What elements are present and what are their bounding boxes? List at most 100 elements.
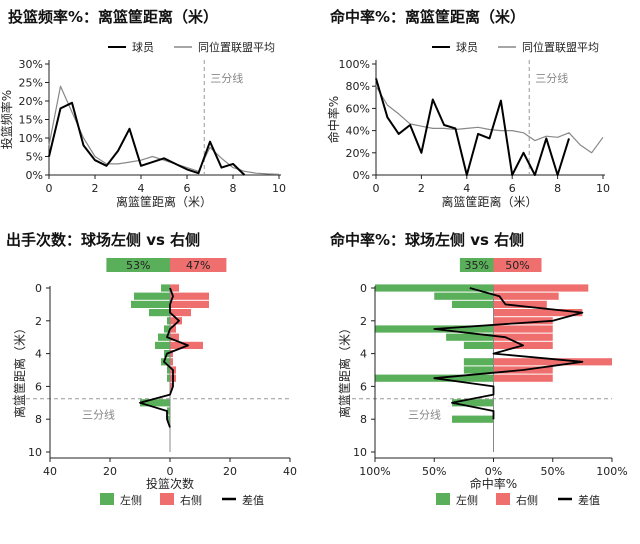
bar-right-side: [170, 325, 176, 333]
summary-label-right: 47%: [186, 259, 210, 272]
three-point-label: 三分线: [408, 408, 441, 422]
x-axis-label: 投篮次数: [146, 476, 194, 491]
bar-left-side: [463, 358, 494, 366]
x-tick-label: 4: [463, 182, 470, 195]
summary-label-right: 50%: [505, 259, 529, 272]
bar-right-side: [170, 358, 173, 366]
bar-right-side: [493, 325, 553, 333]
summary-bar-right: [493, 258, 542, 272]
bar-right-side: [170, 333, 179, 341]
bar-left-side: [131, 300, 170, 308]
x-tick-label: 40: [43, 465, 57, 478]
x-tick-label: 0: [167, 465, 174, 478]
x-tick-label: 10: [272, 182, 286, 195]
bar-right-side: [493, 300, 547, 308]
bar-right-side: [170, 350, 173, 358]
y-tick-label: 0%: [26, 169, 43, 182]
bar-right-side: [493, 333, 553, 341]
y-axis-label: 离篮筐距离（米）: [337, 322, 352, 418]
y-tick-label: 40%: [346, 125, 370, 138]
y-tick-label: 5%: [26, 151, 43, 164]
series-line-player: [48, 101, 246, 176]
series-line-league-average: [48, 85, 280, 175]
y-tick-label: 2: [360, 315, 367, 328]
x-tick-label: 8: [554, 182, 561, 195]
y-tick-label: 6: [35, 380, 42, 393]
y-tick-label: 60%: [346, 102, 370, 115]
x-tick-label: 100%: [359, 465, 390, 478]
bar-left-side: [434, 292, 494, 300]
x-tick-label: 8: [230, 182, 237, 195]
x-tick-label: 2: [92, 182, 99, 195]
bar-right-side: [493, 292, 559, 300]
bar-right-side: [493, 284, 589, 292]
y-tick-label: 25%: [19, 77, 43, 90]
x-tick-label: 20: [103, 465, 117, 478]
bar-left-side: [463, 341, 494, 349]
series-line-difference: [433, 287, 584, 420]
legend-label-player: 球员: [456, 40, 478, 54]
bar-left-side: [375, 284, 494, 292]
y-tick-label: 20%: [346, 147, 370, 160]
series-line-league-average: [375, 85, 604, 154]
x-tick-label: 0: [373, 182, 380, 195]
y-tick-label: 10: [353, 446, 367, 459]
y-tick-label: 10%: [19, 132, 43, 145]
y-tick-label: 100%: [339, 58, 370, 71]
chart-title: 命中率%：离篮筐距离（米）: [329, 8, 525, 26]
y-tick-label: 30%: [19, 58, 43, 71]
legend-label-left: 左侧: [456, 494, 478, 507]
bar-left-side: [446, 333, 494, 341]
x-tick-label: 2: [418, 182, 425, 195]
x-axis-label: 命中率%: [470, 476, 517, 491]
legend-label-league-average: 同位置联盟平均: [522, 40, 599, 54]
bar-right-side: [170, 284, 179, 292]
y-tick-label: 8: [35, 413, 42, 426]
chart-title: 出手次数：球场左侧 vs 右侧: [6, 231, 200, 249]
bar-left-side: [452, 399, 494, 407]
x-tick-label: 4: [138, 182, 145, 195]
x-tick-label: 0%: [485, 465, 502, 478]
three-point-label: 三分线: [210, 71, 243, 85]
x-tick-label: 50%: [422, 465, 446, 478]
summary-label-left: 53%: [126, 259, 150, 272]
x-tick-label: 0: [46, 182, 53, 195]
legend-label-right: 右侧: [180, 493, 202, 507]
bar-right-side: [170, 292, 209, 300]
bar-left-side: [149, 309, 170, 317]
x-tick-label: 6: [184, 182, 191, 195]
y-tick-label: 0%: [353, 169, 370, 182]
legend-swatch-left: [100, 493, 114, 505]
y-tick-label: 2: [35, 315, 42, 328]
bar-right-side: [170, 382, 173, 390]
three-point-label: 三分线: [82, 408, 115, 422]
series-line-player: [375, 78, 570, 176]
summary-bar-left: [106, 258, 170, 272]
bar-left-side: [167, 366, 170, 374]
y-tick-label: 6: [360, 380, 367, 393]
bar-left-side: [161, 358, 170, 366]
bar-right-side: [493, 317, 553, 325]
y-tick-label: 20%: [19, 95, 43, 108]
bar-right-side: [493, 358, 612, 366]
bar-right-side: [170, 317, 182, 325]
bar-left-side: [167, 374, 170, 382]
x-axis-label: 离篮筐距离（米）: [441, 194, 537, 209]
bar-left-side: [140, 399, 170, 407]
summary-bar-left: [459, 258, 494, 272]
three-point-label: 三分线: [535, 71, 568, 85]
x-tick-label: 40: [283, 465, 297, 478]
legend-label-left: 左侧: [120, 494, 142, 507]
bar-left-side: [167, 407, 170, 415]
y-tick-label: 80%: [346, 80, 370, 93]
bar-right-side: [170, 309, 191, 317]
bar-right-side: [493, 374, 553, 382]
legend-label-difference: 差值: [578, 493, 600, 507]
bar-right-side: [493, 309, 583, 317]
x-tick-label: 20: [223, 465, 237, 478]
bar-right-side: [170, 300, 209, 308]
y-tick-label: 15%: [19, 114, 43, 127]
x-tick-label: 10: [596, 182, 610, 195]
chart-title: 投篮频率%：离篮筐距离（米）: [8, 8, 218, 26]
